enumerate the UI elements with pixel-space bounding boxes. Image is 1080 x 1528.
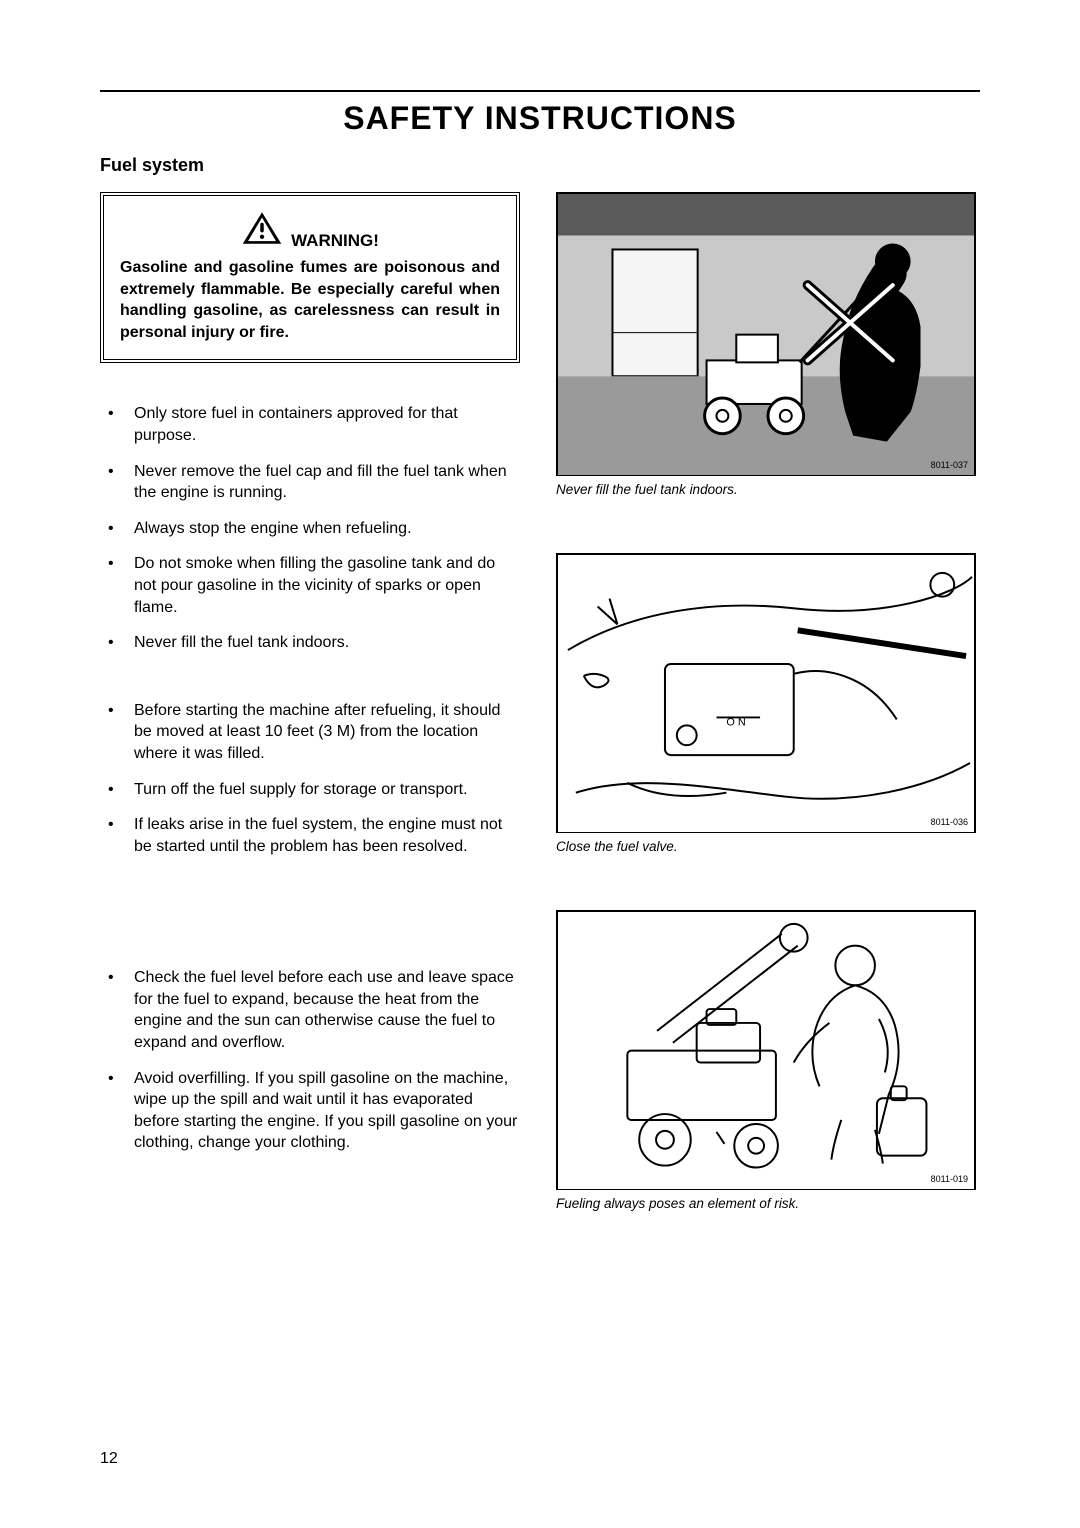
two-column-layout: WARNING! Gasoline and gasoline fumes are… (100, 192, 980, 1211)
warning-triangle-icon (241, 210, 283, 251)
figure-3: 8011-019 (556, 910, 976, 1190)
bullet-item: If leaks arise in the fuel system, the e… (108, 814, 520, 857)
figure-2-number: 8011-036 (931, 817, 968, 827)
spacer (100, 871, 520, 967)
figure-2: O N 8011-036 (556, 553, 976, 833)
figure-1-caption: Never fill the fuel tank indoors. (556, 482, 976, 497)
bullet-list-2: Before starting the machine after refuel… (108, 700, 520, 858)
bullet-item: Only store fuel in containers approved f… (108, 403, 520, 446)
figure-3-caption: Fueling always poses an element of risk. (556, 1196, 976, 1211)
right-column: 8011-037 Never fill the fuel tank indoor… (556, 192, 976, 1211)
figure-3-number: 8011-019 (931, 1174, 968, 1184)
figure-2-illustration: O N (558, 555, 974, 832)
figure-3-illustration (558, 912, 974, 1189)
bullet-item: Always stop the engine when refueling. (108, 518, 520, 540)
figure-2-caption: Close the fuel valve. (556, 839, 976, 854)
figure-block-1: 8011-037 Never fill the fuel tank indoor… (556, 192, 976, 497)
figure-1: 8011-037 (556, 192, 976, 476)
warning-header: WARNING! (120, 210, 500, 251)
figure-block-2: O N 8011-036 Close the fuel valve. (556, 553, 976, 854)
warning-body-text: Gasoline and gasoline fumes are poisonou… (120, 257, 500, 343)
bullet-item: Never remove the fuel cap and fill the f… (108, 461, 520, 504)
bullet-list-1: Only store fuel in containers approved f… (108, 403, 520, 653)
spacer (100, 668, 520, 700)
bullet-item: Avoid overfilling. If you spill gasoline… (108, 1068, 520, 1154)
figure-1-illustration (558, 194, 974, 475)
warning-box: WARNING! Gasoline and gasoline fumes are… (100, 192, 520, 363)
figure-block-3: 8011-019 Fueling always poses an element… (556, 910, 976, 1211)
bullet-item: Check the fuel level before each use and… (108, 967, 520, 1053)
bullet-item: Turn off the fuel supply for storage or … (108, 779, 520, 801)
page-number: 12 (100, 1450, 118, 1468)
page-title: SAFETY INSTRUCTIONS (100, 100, 980, 137)
bullet-item: Before starting the machine after refuel… (108, 700, 520, 765)
warning-label: WARNING! (291, 231, 379, 251)
svg-text:O N: O N (726, 716, 745, 728)
section-heading: Fuel system (100, 155, 980, 176)
document-page: SAFETY INSTRUCTIONS Fuel system WARNING! (0, 0, 1080, 1528)
bullet-item: Do not smoke when filling the gasoline t… (108, 553, 520, 618)
top-rule (100, 90, 980, 92)
bullet-item: Never fill the fuel tank indoors. (108, 632, 520, 654)
bullet-list-3: Check the fuel level before each use and… (108, 967, 520, 1154)
figure-1-number: 8011-037 (931, 460, 968, 470)
left-column: WARNING! Gasoline and gasoline fumes are… (100, 192, 520, 1211)
